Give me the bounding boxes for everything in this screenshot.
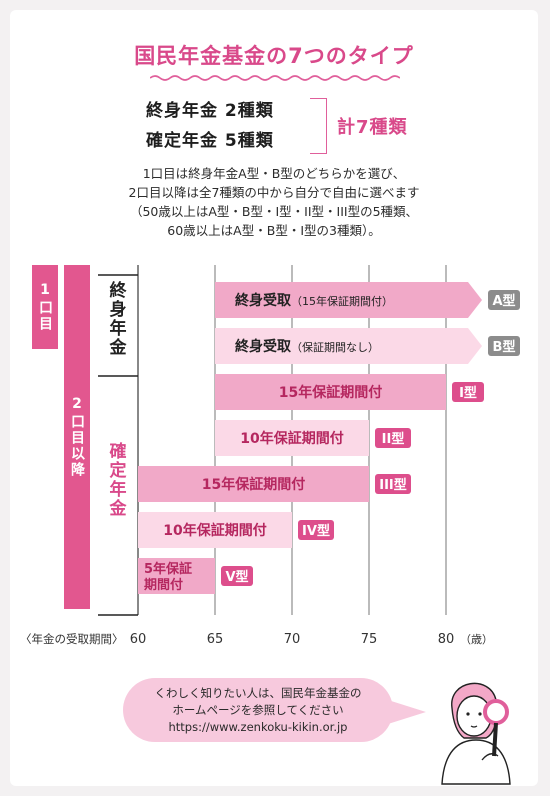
type-tag-3: II型 xyxy=(382,431,405,447)
type-tag-bg-1 xyxy=(488,336,520,356)
tick-label-65: 65 xyxy=(207,632,224,647)
type-tag-2: I型 xyxy=(459,385,477,401)
bar-sublabel-0: （15年保証期間付） xyxy=(291,294,393,308)
tick-label-75: 75 xyxy=(361,632,378,647)
bar-label-2: 15年保証期間付 xyxy=(279,384,382,401)
tick-label-70: 70 xyxy=(284,632,301,647)
title-underline xyxy=(150,75,400,81)
note-line-1: 1口目は終身年金A型・B型のどちらかを選び、 xyxy=(142,166,406,181)
bar-3 xyxy=(215,420,369,456)
type-tag-5: IV型 xyxy=(302,523,330,539)
summary-total: 計7種類 xyxy=(337,117,408,138)
bar-sublabel-1: （保証期間なし） xyxy=(291,340,379,354)
person-magnifier-illustration xyxy=(441,682,511,785)
note-line-3: （50歳以上はA型・B型・I型・II型・III型の5種類、 xyxy=(129,204,419,219)
page-title: 国民年金基金の7つのタイプ xyxy=(134,44,414,68)
bar-0 xyxy=(215,282,482,318)
summary-lifetime: 終身年金 2種類 xyxy=(146,101,274,121)
bar-2 xyxy=(215,374,446,410)
bubble-line-1: くわしく知りたい人は、国民年金基金の xyxy=(154,686,362,700)
category-lifetime: 終身年金 xyxy=(105,281,126,357)
type-tag-1: B型 xyxy=(493,339,516,355)
bar-label-5: 10年保証期間付 xyxy=(163,522,266,539)
type-tag-bg-4 xyxy=(375,474,411,494)
summary-bracket xyxy=(310,98,327,154)
band-second-unit: 2口目以降 xyxy=(64,265,90,609)
type-tag-bg-2 xyxy=(452,382,484,402)
bar-label-1: 終身受取（保証期間なし） xyxy=(235,338,379,355)
type-tag-bg-6 xyxy=(221,566,253,586)
type-tag-0: A型 xyxy=(492,293,515,309)
speech-bubble xyxy=(123,678,393,742)
info-card: 国民年金基金の7つのタイプ 終身年金 2種類 確定年金 5種類 計7種類 1口目… xyxy=(10,10,538,786)
bar-label-4: 15年保証期間付 xyxy=(202,476,305,493)
type-tag-bg-3 xyxy=(375,428,411,448)
note-line-2: 2口目以降は全7種類の中から自分で自由に選べます xyxy=(128,185,420,200)
summary-fixed: 確定年金 5種類 xyxy=(146,131,274,151)
bar-sublabel-6: 期間付 xyxy=(144,577,183,593)
bar-label-3: 10年保証期間付 xyxy=(240,430,343,447)
type-tag-4: III型 xyxy=(379,477,407,493)
bar-1 xyxy=(215,328,482,364)
bar-6 xyxy=(138,558,215,594)
bar-5 xyxy=(138,512,292,548)
tick-label-60: 60 xyxy=(130,632,147,647)
tick-label-80: 80 xyxy=(438,632,455,647)
note-line-4: 60歳以上はA型・B型・I型の3種類）。 xyxy=(167,223,381,238)
type-tag-bg-0 xyxy=(488,290,520,310)
bar-label-6: 5年保証 xyxy=(144,561,192,577)
type-tag-bg-5 xyxy=(298,520,334,540)
band-first-unit: 1口目 xyxy=(32,265,58,349)
x-axis-label: 〈年金の受取期間〉 xyxy=(20,632,124,646)
bar-label-0: 終身受取（15年保証期間付） xyxy=(235,292,393,309)
bubble-line-2: ホームページを参照してください xyxy=(172,703,344,717)
bubble-tail xyxy=(388,700,426,724)
bar-4 xyxy=(138,466,369,502)
category-fixed: 確定年金 xyxy=(105,442,126,518)
bubble-url[interactable]: https://www.zenkoku-kikin.or.jp xyxy=(168,720,348,734)
x-axis-unit: （歳） xyxy=(460,633,493,646)
type-tag-6: V型 xyxy=(225,569,248,585)
